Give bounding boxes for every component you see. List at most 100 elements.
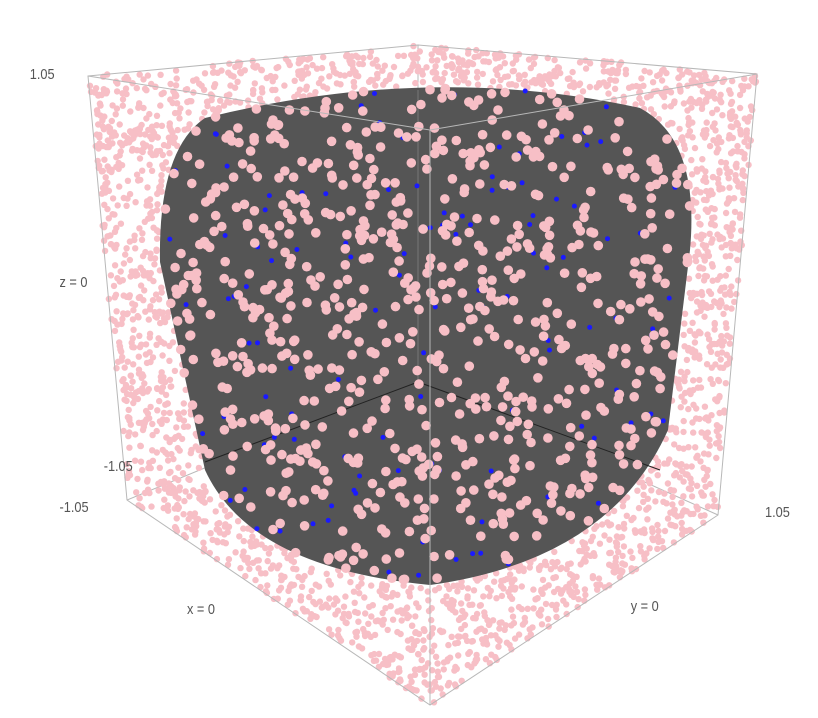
point	[514, 229, 524, 240]
point	[367, 633, 374, 640]
point	[485, 142, 496, 153]
point	[655, 527, 662, 535]
point	[710, 89, 717, 96]
point	[219, 425, 230, 435]
point	[182, 488, 189, 495]
point	[650, 536, 657, 544]
point	[579, 88, 587, 95]
point	[527, 64, 534, 72]
point	[239, 199, 250, 210]
point	[531, 531, 542, 541]
point	[711, 298, 718, 305]
point	[502, 246, 513, 256]
point	[205, 309, 216, 320]
point	[587, 552, 594, 559]
point	[727, 252, 734, 259]
point	[217, 221, 227, 232]
point	[136, 71, 143, 78]
point	[488, 468, 494, 474]
point	[627, 548, 634, 555]
point	[505, 588, 512, 596]
point	[105, 123, 112, 130]
point	[418, 394, 424, 399]
point	[508, 606, 515, 613]
point	[313, 613, 320, 621]
point	[358, 106, 368, 116]
point	[635, 504, 643, 512]
point	[321, 305, 332, 315]
point	[326, 595, 333, 602]
point	[407, 646, 415, 653]
point	[210, 210, 221, 221]
point	[379, 609, 386, 617]
point	[199, 489, 206, 496]
point	[135, 353, 142, 360]
point	[718, 284, 725, 292]
point	[257, 363, 268, 373]
point	[238, 351, 248, 362]
point	[722, 241, 730, 249]
point	[500, 87, 510, 98]
point	[715, 377, 723, 385]
point	[652, 161, 663, 171]
point	[340, 260, 351, 270]
point	[351, 599, 358, 606]
point	[134, 475, 141, 483]
point	[156, 464, 163, 471]
point	[632, 459, 643, 470]
point	[693, 166, 700, 173]
point	[403, 294, 413, 305]
point	[176, 447, 183, 454]
point	[158, 310, 165, 317]
point	[612, 77, 620, 84]
point	[185, 331, 195, 341]
point	[201, 240, 212, 250]
point	[580, 384, 590, 395]
point	[295, 456, 305, 467]
point	[601, 532, 608, 539]
point	[431, 141, 442, 152]
point	[263, 589, 271, 597]
point	[350, 78, 358, 86]
point	[238, 297, 248, 307]
point	[121, 132, 128, 139]
point	[681, 398, 688, 405]
point	[571, 203, 577, 209]
point	[725, 135, 733, 142]
point	[468, 314, 478, 324]
point	[499, 376, 510, 387]
point	[413, 687, 420, 694]
point	[341, 122, 352, 133]
point	[303, 608, 310, 615]
point	[701, 69, 708, 77]
point	[301, 261, 312, 272]
point	[527, 631, 534, 638]
point	[652, 498, 659, 505]
point	[113, 88, 121, 95]
point	[118, 320, 125, 328]
point	[374, 63, 381, 70]
point	[291, 436, 297, 442]
point	[126, 256, 134, 264]
point	[727, 123, 734, 130]
point	[220, 256, 230, 267]
point	[469, 485, 479, 495]
point	[333, 103, 344, 113]
point	[434, 660, 441, 667]
point	[719, 112, 726, 119]
point	[297, 596, 304, 604]
point	[414, 650, 422, 658]
point	[250, 559, 257, 566]
point	[236, 533, 243, 540]
point	[377, 319, 388, 329]
point	[282, 313, 292, 324]
point	[439, 75, 447, 83]
point	[441, 69, 448, 77]
point	[599, 521, 606, 528]
point	[544, 265, 550, 271]
point	[649, 79, 657, 86]
point	[672, 460, 679, 467]
point	[375, 487, 386, 498]
point	[158, 122, 166, 129]
point	[265, 328, 275, 339]
